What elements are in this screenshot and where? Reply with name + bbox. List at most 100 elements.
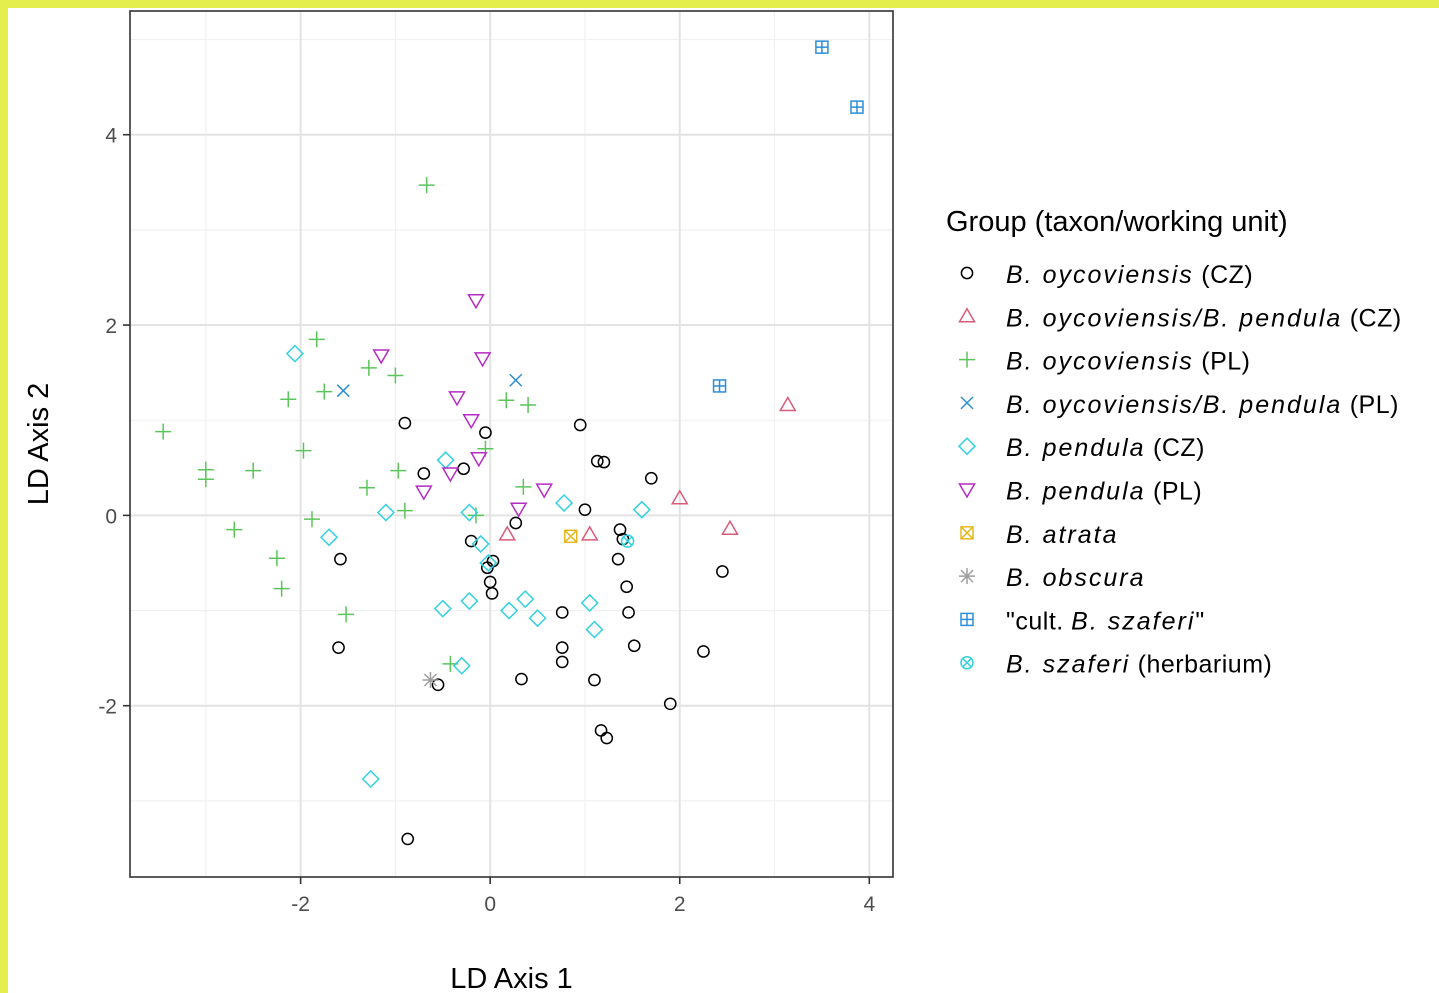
legend-key-8 [959, 568, 975, 585]
data-point-series-1 [332, 641, 345, 655]
data-point-series-5 [460, 503, 479, 522]
data-point-series-6 [509, 502, 528, 518]
data-point-series-6 [372, 349, 390, 365]
data-point-series-9 [712, 379, 727, 393]
legend-key-10 [960, 655, 974, 670]
data-point-series-1 [600, 731, 614, 745]
data-point-series-6 [467, 294, 485, 310]
y-tick-label: 2 [105, 315, 117, 338]
y-tick-label: 0 [105, 505, 117, 528]
y-tick-label: 4 [105, 125, 117, 148]
data-point-series-1 [431, 678, 445, 692]
data-point-series-3 [268, 550, 285, 567]
data-point-series-5 [555, 493, 574, 513]
legend-label-1: B. oycoviensis (CZ) [1006, 261, 1253, 289]
data-point-series-2 [498, 525, 517, 541]
data-point-series-3 [338, 606, 355, 623]
legend-key-9 [960, 612, 974, 627]
data-point-series-1 [417, 467, 431, 480]
data-point-series-5 [376, 503, 395, 522]
legend-title: Group (taxon/working unit) [946, 206, 1288, 238]
data-point-series-5 [433, 599, 452, 618]
data-point-series-1 [597, 455, 611, 469]
legend-label-9: "cult. B. szaferi" [1006, 607, 1205, 635]
legend-key-4 [960, 396, 974, 410]
legend-key-2 [958, 307, 976, 323]
data-point-series-1 [464, 534, 478, 548]
legend-label-6: B. pendula (PL) [1006, 478, 1202, 506]
legend-label-7: B. atrata [1006, 521, 1119, 549]
data-point-series-4 [336, 384, 350, 398]
data-point-series-3 [280, 391, 297, 408]
x-axis-title: LD Axis 1 [450, 963, 573, 993]
data-point-series-5 [471, 534, 490, 553]
data-point-series-6 [470, 452, 488, 468]
data-point-series-2 [580, 525, 599, 541]
x-tick-label: 4 [863, 893, 875, 916]
top-accent-strip [0, 0, 1439, 8]
data-point-series-6 [448, 391, 466, 407]
data-point-series-1 [555, 655, 569, 669]
data-point-series-3 [418, 177, 435, 194]
legend-key-3 [959, 351, 975, 368]
data-point-series-3 [295, 442, 312, 459]
x-tick-label: 2 [674, 893, 686, 916]
y-tick-label: -2 [98, 696, 117, 719]
data-point-series-6 [535, 483, 553, 499]
data-point-series-7 [563, 529, 578, 544]
data-point-series-6 [462, 413, 481, 430]
data-point-series-1 [620, 580, 634, 594]
data-point-series-5 [285, 344, 304, 363]
legend-label-8: B. obscura [1006, 564, 1146, 592]
data-point-series-2 [721, 519, 739, 535]
data-point-series-3 [303, 511, 320, 528]
data-point-series-5 [516, 590, 535, 609]
legend-label-10: B. szaferi (herbarium) [1006, 651, 1272, 679]
data-point-series-5 [361, 769, 380, 789]
data-point-series-3 [396, 502, 413, 519]
grid-lines [130, 11, 893, 877]
x-tick-label: 0 [484, 893, 496, 916]
data-point-series-1 [573, 418, 587, 432]
data-point-series-9 [850, 100, 864, 114]
data-point-series-2 [670, 489, 689, 505]
data-point-series-5 [460, 591, 479, 611]
data-point-series-6 [415, 485, 433, 501]
data-point-series-3 [390, 462, 407, 479]
legend-key-7 [960, 526, 974, 540]
data-point-series-1 [716, 565, 729, 578]
data-point-series-10 [620, 534, 635, 548]
data-point-series-5 [528, 609, 547, 628]
data-point-series-3 [387, 367, 404, 384]
data-point-series-5 [479, 553, 498, 573]
data-point-series-1 [622, 606, 635, 619]
data-point-series-4 [509, 373, 523, 387]
data-point-series-5 [580, 593, 599, 612]
data-point-series-8 [422, 672, 439, 689]
data-point-series-3 [520, 396, 537, 413]
data-point-series-9 [815, 40, 829, 54]
data-points [155, 40, 864, 846]
data-point-series-1 [578, 503, 592, 517]
data-point-series-6 [441, 467, 460, 483]
data-point-series-1 [401, 832, 415, 846]
data-point-series-3 [498, 392, 515, 409]
legend-label-5: B. pendula (CZ) [1006, 434, 1205, 462]
data-point-series-3 [308, 331, 325, 348]
legend-label-2: B. oycoviensis/B. pendula (CZ) [1006, 304, 1402, 332]
data-point-series-5 [452, 656, 471, 675]
legend-label-4: B. oycoviensis/B. pendula (PL) [1006, 391, 1399, 419]
data-point-series-3 [467, 507, 484, 524]
data-point-series-5 [319, 528, 339, 547]
panel-border [129, 10, 894, 878]
data-point-series-3 [197, 471, 214, 488]
data-point-series-1 [627, 639, 641, 653]
data-point-series-2 [778, 395, 797, 412]
data-point-series-1 [555, 641, 569, 655]
data-point-series-1 [663, 697, 677, 711]
data-point-series-6 [473, 352, 492, 368]
data-point-series-1 [588, 673, 601, 687]
data-point-series-1 [398, 416, 412, 430]
